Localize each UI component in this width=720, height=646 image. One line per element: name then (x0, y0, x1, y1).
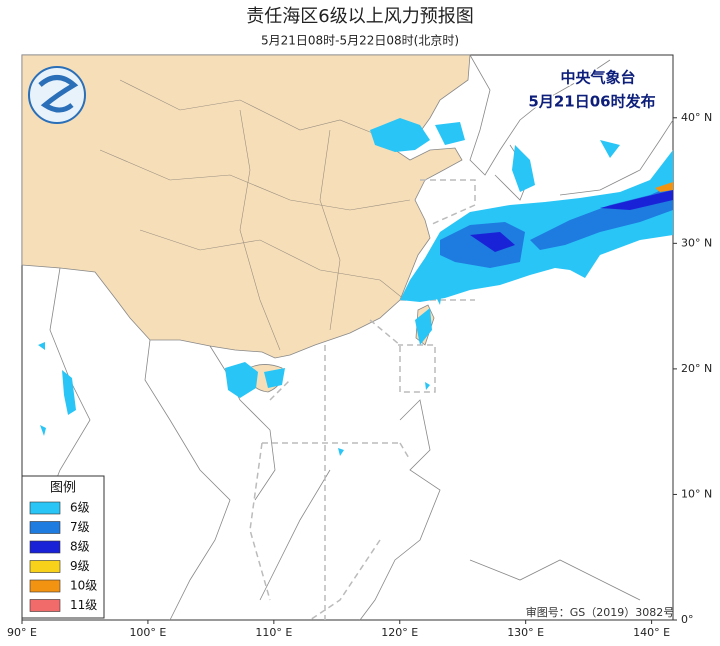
legend-swatch (29, 521, 61, 534)
issuer-name: 中央气象台 (560, 69, 635, 87)
map-frame (21, 54, 674, 621)
wind-zone-8 (470, 190, 673, 252)
wind-zone-10 (655, 182, 673, 192)
legend-label: 11级 (70, 598, 97, 612)
title: 责任海区6级以上风力预报图 (246, 6, 473, 27)
lon-tick-label: 140° E (633, 626, 670, 639)
lat-tick-label: 10° N (681, 487, 712, 500)
legend-title: 图例 (50, 481, 76, 496)
lat-tick-label: 0° (681, 613, 694, 626)
logo-mark (38, 75, 79, 113)
legend-label: 6级 (70, 501, 90, 515)
wind-zone-6 (512, 140, 620, 192)
lat-tick-label: 20° N (681, 362, 712, 375)
wind-zone-6 (38, 290, 442, 456)
legend-label: 9级 (70, 559, 90, 573)
lon-tick-label: 90° E (7, 626, 37, 639)
legend-swatch (29, 501, 61, 515)
lat-tick-label: 40° N (681, 111, 712, 124)
lon-tick-label: 120° E (381, 626, 418, 639)
legend: 图例 6级 7级 8级 9级 10级 11级 (21, 475, 105, 619)
issue-time: 5月21日06时发布 (528, 93, 655, 111)
legend-label: 7级 (70, 520, 90, 534)
lon-tick-label: 130° E (507, 626, 544, 639)
province-borders (99, 79, 411, 351)
lon-tick-label: 110° E (255, 626, 292, 639)
wind-zone-6 (370, 118, 465, 152)
legend-swatch (29, 579, 61, 593)
lon-tick-label: 100° E (129, 626, 166, 639)
approval-number: 审图号：GS（2019）3082号 (526, 605, 675, 619)
islands-coast (259, 399, 641, 621)
legend-label: 10级 (70, 579, 97, 593)
legend-swatch (29, 599, 61, 612)
legend-swatch (29, 560, 61, 573)
legend-label: 8级 (70, 540, 90, 554)
subtitle: 5月21日08时-5月22日08时(北京时) (261, 34, 459, 48)
legend-swatch (29, 540, 61, 554)
lat-tick-label: 30° N (681, 236, 712, 249)
